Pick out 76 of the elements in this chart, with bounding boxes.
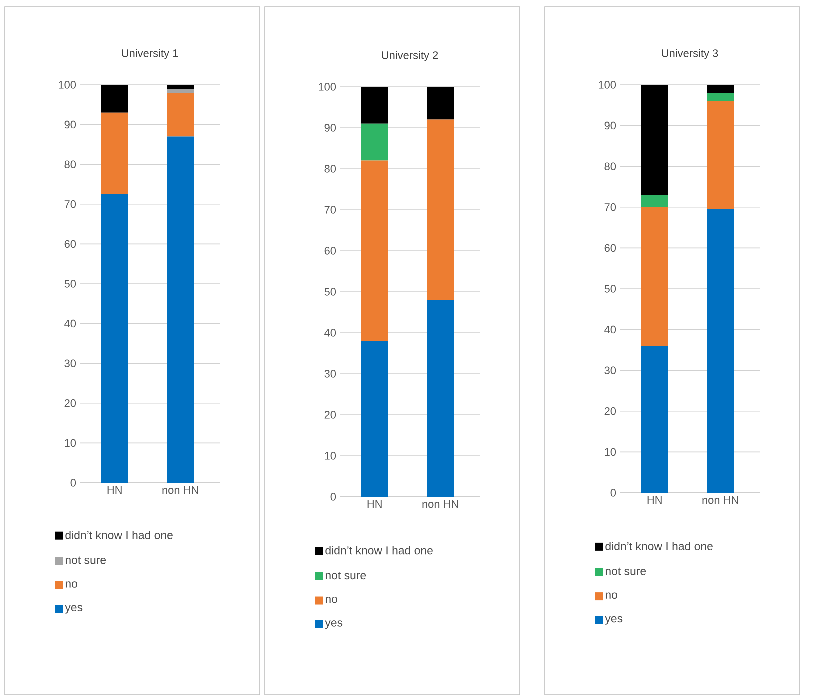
y-tick-label: 10 — [605, 448, 616, 456]
chart-title: University 2 — [382, 51, 438, 62]
bar — [361, 160, 388, 342]
bar — [167, 136, 194, 483]
y-tick-label: 20 — [324, 411, 336, 419]
y-tick-label: 40 — [324, 329, 336, 337]
y-tick-label: 60 — [64, 240, 76, 248]
y-tick-label: 100 — [599, 81, 616, 89]
y-tick-label: 60 — [324, 247, 336, 255]
x-tick-label: HN — [108, 486, 122, 494]
bar — [427, 120, 454, 300]
chart-title: University 3 — [662, 49, 718, 60]
legend-label: not sure — [66, 556, 106, 564]
bar — [427, 86, 454, 120]
bar — [101, 84, 128, 113]
bar — [707, 101, 734, 210]
y-tick-label: 90 — [324, 124, 336, 132]
x-tick-label: HN — [648, 496, 662, 504]
y-tick-label: 30 — [604, 366, 616, 374]
bar — [641, 84, 668, 196]
chart-title: University 1 — [122, 49, 178, 60]
bar — [361, 86, 388, 124]
x-tick-label: non HN — [702, 496, 738, 504]
bar — [101, 112, 128, 194]
bar — [167, 84, 194, 89]
y-tick-label: 80 — [324, 165, 336, 173]
x-tick-label: non HN — [422, 500, 458, 508]
x-tick-label: non HN — [162, 486, 198, 494]
legend-label: yes — [605, 616, 623, 625]
y-tick-label: 10 — [325, 452, 336, 460]
x-tick-label: HN — [368, 500, 382, 508]
bar — [167, 92, 194, 137]
y-tick-label: 20 — [64, 400, 76, 408]
legend-label: didn’t know I had one — [326, 546, 433, 555]
bar — [641, 207, 668, 346]
bar — [707, 84, 734, 94]
y-tick-label: 0 — [610, 489, 616, 497]
legend-label: didn’t know I had one — [66, 530, 173, 540]
y-tick-label: 80 — [604, 162, 616, 170]
y-tick-label: 0 — [70, 479, 76, 487]
legend-label: no — [606, 592, 618, 599]
y-tick-label: 30 — [324, 370, 336, 378]
bar — [641, 346, 668, 493]
y-tick-label: 70 — [64, 200, 76, 208]
bar — [167, 88, 194, 93]
legend-label: not sure — [326, 572, 366, 580]
y-tick-label: 70 — [324, 206, 336, 214]
bar — [361, 124, 388, 161]
y-tick-label: 30 — [64, 360, 76, 368]
legend-label: not sure — [606, 568, 646, 576]
y-tick-label: 90 — [64, 120, 76, 129]
y-tick-label: 10 — [65, 439, 76, 448]
y-tick-label: 100 — [319, 83, 336, 91]
bar — [641, 195, 668, 208]
y-tick-label: 90 — [604, 122, 616, 130]
bar — [707, 209, 734, 493]
y-tick-label: 80 — [64, 160, 76, 168]
legend-label: no — [326, 596, 338, 604]
legend-label: didn’t know I had one — [606, 542, 713, 550]
y-tick-label: 50 — [324, 288, 336, 296]
y-tick-label: 40 — [64, 320, 76, 328]
y-tick-label: 40 — [604, 326, 616, 334]
y-tick-label: 20 — [604, 408, 616, 416]
legend-label: no — [66, 582, 78, 588]
y-tick-label: 60 — [604, 244, 616, 252]
y-tick-label: 50 — [604, 285, 616, 293]
y-tick-label: 0 — [330, 493, 336, 501]
bar — [101, 194, 128, 483]
legend-label: yes — [65, 605, 83, 614]
bar — [707, 93, 734, 102]
y-tick-label: 70 — [604, 204, 616, 212]
legend-label: yes — [325, 620, 343, 630]
y-tick-label: 100 — [59, 81, 76, 89]
y-tick-label: 50 — [64, 280, 76, 288]
bar — [361, 341, 388, 497]
bar — [427, 300, 454, 497]
